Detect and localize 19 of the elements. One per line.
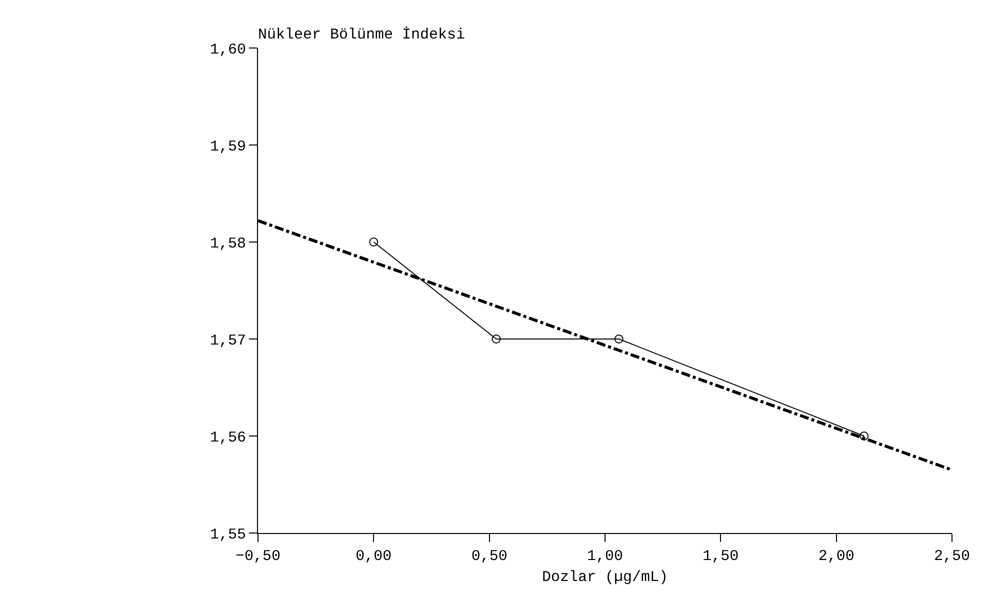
y-tick-label: 1,60 <box>210 41 246 58</box>
point <box>860 432 869 440</box>
y-tick-label: 1,55 <box>210 526 246 544</box>
x-tick-label: 0,50 <box>471 548 508 565</box>
x-tick-label: −0,50 <box>235 548 281 565</box>
y-tick-label: 1,59 <box>210 138 246 156</box>
point <box>492 334 501 344</box>
x-tick-label: 2,00 <box>818 548 854 565</box>
x-tick-label: 2,50 <box>934 548 970 565</box>
chart-title: Nükleer Bölünme İndeksi <box>258 26 466 44</box>
y-tick-label: 1,57 <box>210 332 246 350</box>
point <box>369 238 378 246</box>
x-axis-title: Dozlar (µg/mL) <box>542 569 668 586</box>
x-tick-label: 0,00 <box>356 548 392 565</box>
x-tick-label: 1,50 <box>702 548 739 565</box>
y-tick-label: 1,58 <box>210 235 246 252</box>
x-tick-label: 1,00 <box>586 548 624 565</box>
point <box>614 334 624 344</box>
y-tick-label: 1,56 <box>210 429 246 446</box>
